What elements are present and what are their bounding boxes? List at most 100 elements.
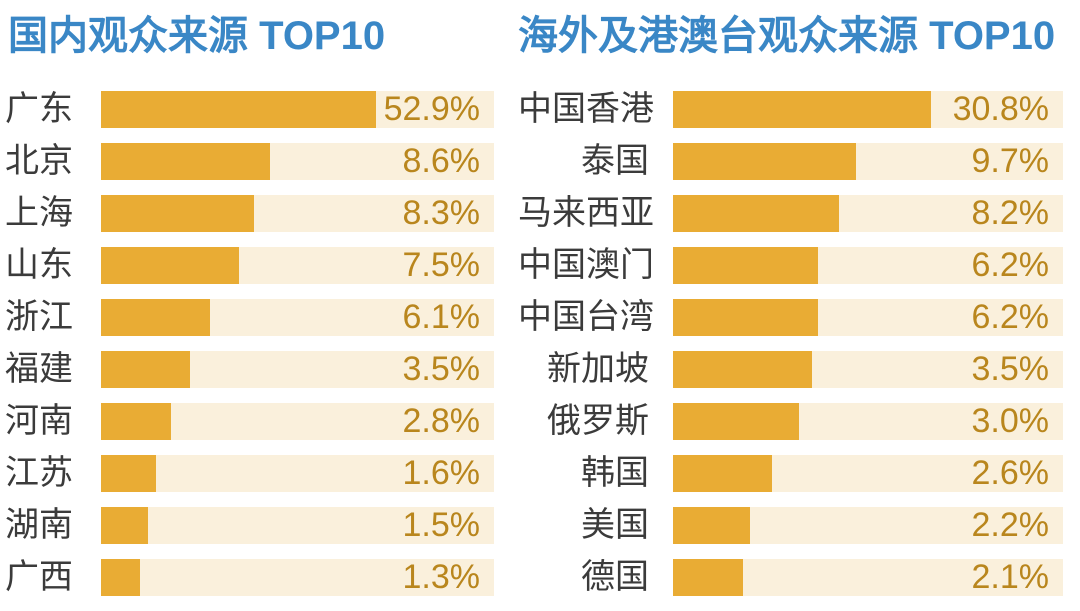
bar-row: 山东 7.5%	[4, 247, 494, 284]
bar-row: 马来西亚 8.2%	[518, 195, 1063, 232]
bar-fill	[101, 507, 149, 544]
bar-fill	[673, 403, 799, 440]
bar-fill	[101, 247, 239, 284]
category-label: 德国	[581, 558, 649, 596]
category-label: 韩国	[581, 454, 649, 492]
bar-fill	[101, 455, 157, 492]
bar-fill	[101, 143, 270, 180]
bar-row: 上海 8.3%	[4, 195, 494, 232]
bar-track: 8.3%	[101, 195, 494, 232]
bar-track: 6.2%	[673, 247, 1063, 284]
bar-fill	[101, 403, 171, 440]
value-label: 3.5%	[402, 350, 481, 388]
value-label: 2.2%	[971, 506, 1050, 544]
bar-track: 1.5%	[101, 507, 494, 544]
bar-row: 泰国 9.7%	[518, 143, 1063, 180]
bar-track: 52.9%	[101, 91, 494, 128]
value-label: 2.1%	[971, 558, 1050, 596]
bar-fill	[673, 91, 932, 128]
category-label: 北京	[5, 142, 73, 180]
bar-row: 德国 2.1%	[518, 559, 1063, 596]
bar-fill	[101, 351, 190, 388]
bar-row: 中国澳门 6.2%	[518, 247, 1063, 284]
bar-row: 广东 52.9%	[4, 91, 494, 128]
bar-track: 6.2%	[673, 299, 1063, 336]
chart-title-overseas: 海外及港澳台观众来源 TOP10	[518, 14, 1056, 58]
value-label: 8.2%	[971, 194, 1050, 232]
bar-track: 3.5%	[673, 351, 1063, 388]
bar-fill	[101, 299, 210, 336]
bar-rows-domestic: 广东 52.9% 北京 8.6% 上海 8.3% 山东 7.5% 浙江 6.1% 福建 3.5% 河南 2…	[4, 91, 494, 596]
value-label: 8.6%	[402, 142, 481, 180]
chart-domestic-top10: 国内观众来源 TOP10 广东 52.9% 北京 8.6% 上海 8.3% 山东 7.5% 浙江…	[4, 13, 494, 611]
bar-row: 湖南 1.5%	[4, 507, 494, 544]
category-label: 广西	[5, 558, 73, 596]
value-label: 6.2%	[971, 246, 1050, 284]
bar-rows-overseas: 中国香港 30.8% 泰国 9.7% 马来西亚 8.2% 中国澳门 6.2% 中国台湾 6.2% 新…	[518, 91, 1063, 596]
bar-fill	[101, 559, 140, 596]
bar-track: 8.6%	[101, 143, 494, 180]
bar-row: 中国香港 30.8%	[518, 91, 1063, 128]
bar-fill	[673, 507, 750, 544]
bar-track: 6.1%	[101, 299, 494, 336]
category-label: 湖南	[5, 506, 73, 544]
value-label: 30.8%	[952, 90, 1049, 128]
bar-row: 福建 3.5%	[4, 351, 494, 388]
bar-row: 新加坡 3.5%	[518, 351, 1063, 388]
category-label: 福建	[5, 350, 73, 388]
category-label: 美国	[581, 506, 649, 544]
value-label: 7.5%	[402, 246, 481, 284]
bar-fill	[101, 195, 254, 232]
bar-row: 美国 2.2%	[518, 507, 1063, 544]
value-label: 8.3%	[402, 194, 481, 232]
category-label: 河南	[5, 402, 73, 440]
bar-row: 北京 8.6%	[4, 143, 494, 180]
bar-fill	[673, 299, 819, 336]
value-label: 6.2%	[971, 298, 1050, 336]
category-label: 广东	[5, 90, 73, 128]
category-label: 上海	[5, 194, 73, 232]
category-label: 马来西亚	[518, 194, 654, 232]
bar-track: 9.7%	[673, 143, 1063, 180]
bar-fill	[673, 455, 773, 492]
category-label: 新加坡	[547, 350, 649, 388]
value-label: 1.3%	[402, 558, 481, 596]
bar-fill	[673, 351, 812, 388]
bar-fill	[673, 559, 743, 596]
value-label: 3.5%	[971, 350, 1050, 388]
bar-row: 韩国 2.6%	[518, 455, 1063, 492]
bar-track: 3.5%	[101, 351, 494, 388]
bar-fill	[673, 247, 819, 284]
category-label: 江苏	[5, 454, 73, 492]
bar-track: 2.2%	[673, 507, 1063, 544]
bar-track: 2.1%	[673, 559, 1063, 596]
value-label: 1.5%	[402, 506, 481, 544]
bar-track: 2.6%	[673, 455, 1063, 492]
bar-fill	[101, 91, 377, 128]
value-label: 6.1%	[402, 298, 481, 336]
category-label: 浙江	[5, 298, 73, 336]
category-label: 中国台湾	[518, 298, 654, 336]
bar-track: 2.8%	[101, 403, 494, 440]
bar-row: 俄罗斯 3.0%	[518, 403, 1063, 440]
bar-track: 8.2%	[673, 195, 1063, 232]
bar-track: 3.0%	[673, 403, 1063, 440]
bar-row: 浙江 6.1%	[4, 299, 494, 336]
category-label: 泰国	[581, 142, 649, 180]
value-label: 1.6%	[402, 454, 481, 492]
value-label: 3.0%	[971, 402, 1050, 440]
bar-row: 中国台湾 6.2%	[518, 299, 1063, 336]
value-label: 2.6%	[971, 454, 1050, 492]
category-label: 中国香港	[518, 90, 654, 128]
chart-overseas-top10: 海外及港澳台观众来源 TOP10 中国香港 30.8% 泰国 9.7% 马来西亚 8.2%…	[518, 13, 1063, 611]
category-label: 山东	[5, 246, 73, 284]
bar-fill	[673, 143, 856, 180]
bar-row: 广西 1.3%	[4, 559, 494, 596]
category-label: 中国澳门	[518, 246, 654, 284]
bar-track: 7.5%	[101, 247, 494, 284]
value-label: 52.9%	[383, 90, 480, 128]
value-label: 9.7%	[971, 142, 1050, 180]
value-label: 2.8%	[402, 402, 481, 440]
chart-title-domestic: 国内观众来源 TOP10	[8, 14, 386, 58]
bar-track: 1.3%	[101, 559, 494, 596]
